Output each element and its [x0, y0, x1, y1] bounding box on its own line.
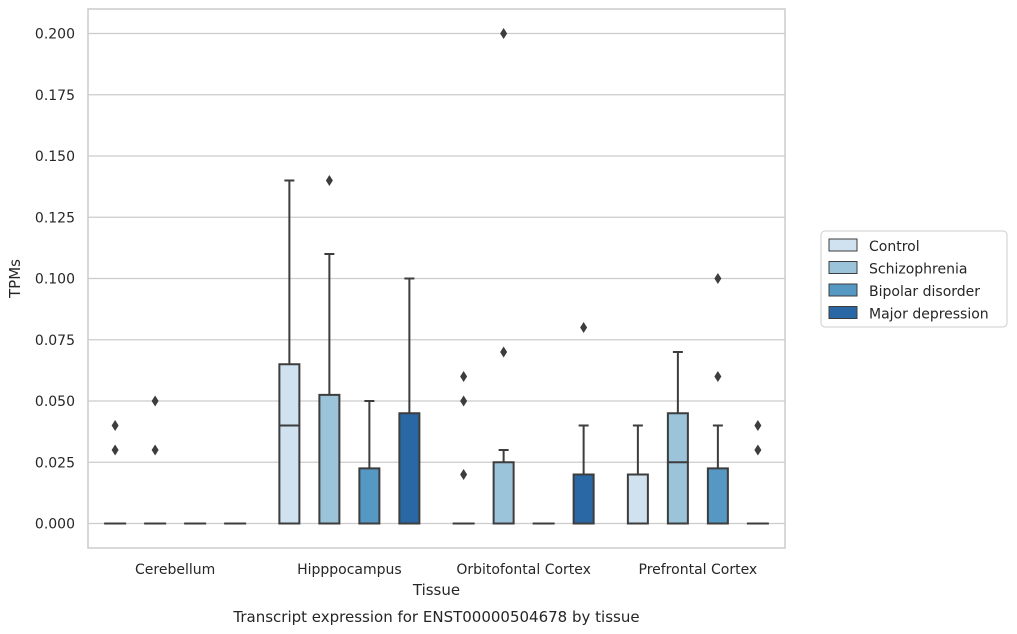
y-tick-labels: 0.000 0.025 0.050 0.075 0.100 0.125 0.150 0.175…: [35, 27, 75, 533]
outlier-point: [580, 322, 588, 333]
box: [358, 467, 381, 525]
outlier-point: [151, 444, 159, 456]
box: [398, 412, 421, 525]
y-axis-label: TPMs: [6, 259, 24, 299]
x-tick-label: Orbitofontal Cortex: [456, 562, 591, 578]
outlier-point: [714, 273, 722, 284]
box-group: [104, 420, 127, 525]
box: [706, 467, 729, 525]
legend-label: Major depression: [869, 307, 989, 323]
box: [278, 363, 301, 525]
box-group: [666, 351, 689, 525]
box-group: [746, 420, 769, 525]
legend: Control Schizophrenia Bipolar disorder Majo…: [820, 230, 1008, 328]
y-tick-label: 0.025: [35, 455, 75, 471]
y-tick-label: 0.050: [35, 394, 75, 410]
y-tick-label: 0.000: [35, 517, 75, 533]
box-group: [278, 179, 301, 525]
outlier-point: [151, 395, 159, 407]
outlier-point: [460, 469, 468, 480]
box: [626, 473, 649, 525]
outlier-point: [111, 420, 119, 431]
x-tick-label: Prefrontal Cortex: [639, 562, 758, 578]
legend-label: Bipolar disorder: [869, 284, 980, 300]
y-tick-label: 0.200: [35, 27, 75, 43]
x-tick-labels: Cerebellum Hipppocampus Orbitofontal Corte…: [135, 562, 757, 578]
y-tick-label: 0.175: [35, 88, 75, 104]
x-tick-label: Hipppocampus: [297, 562, 402, 578]
outlier-point: [460, 395, 468, 407]
box-group: [572, 322, 595, 525]
legend-swatch: [828, 283, 858, 297]
box-group: [706, 273, 729, 525]
outlier-point: [500, 28, 508, 39]
outlier-point: [111, 444, 119, 456]
legend-frame: [820, 230, 1008, 328]
y-tick-label: 0.150: [35, 149, 75, 165]
x-axis-label: Tissue: [412, 581, 460, 599]
legend-swatch: [828, 238, 858, 252]
outlier-point: [500, 346, 508, 358]
legend-swatch: [828, 306, 858, 319]
box: [666, 412, 689, 525]
plot-frame: [87, 8, 786, 549]
box-group: [358, 400, 381, 525]
chart-caption: Transcript expression for ENST0000050467…: [232, 608, 639, 626]
outlier-point: [460, 371, 468, 382]
legend-label: Schizophrenia: [869, 262, 967, 278]
y-tick-label: 0.125: [35, 210, 75, 226]
box-group: [452, 371, 475, 525]
outlier-point: [325, 175, 333, 186]
outlier-point: [714, 371, 722, 382]
outlier-point: [754, 420, 762, 431]
y-tick-label: 0.075: [35, 333, 75, 349]
box: [572, 473, 595, 525]
y-tick-label: 0.100: [35, 272, 75, 288]
x-tick-label: Cerebellum: [135, 562, 215, 578]
legend-label: Control: [869, 239, 920, 255]
box-group: [318, 175, 341, 525]
box-plots: [104, 28, 769, 525]
box-group: [626, 424, 649, 525]
box-group: [144, 395, 167, 525]
box-group: [398, 277, 421, 525]
legend-swatch: [828, 261, 858, 274]
outlier-point: [754, 444, 762, 456]
box: [492, 461, 515, 525]
box-group: [492, 28, 515, 525]
box: [318, 393, 341, 525]
